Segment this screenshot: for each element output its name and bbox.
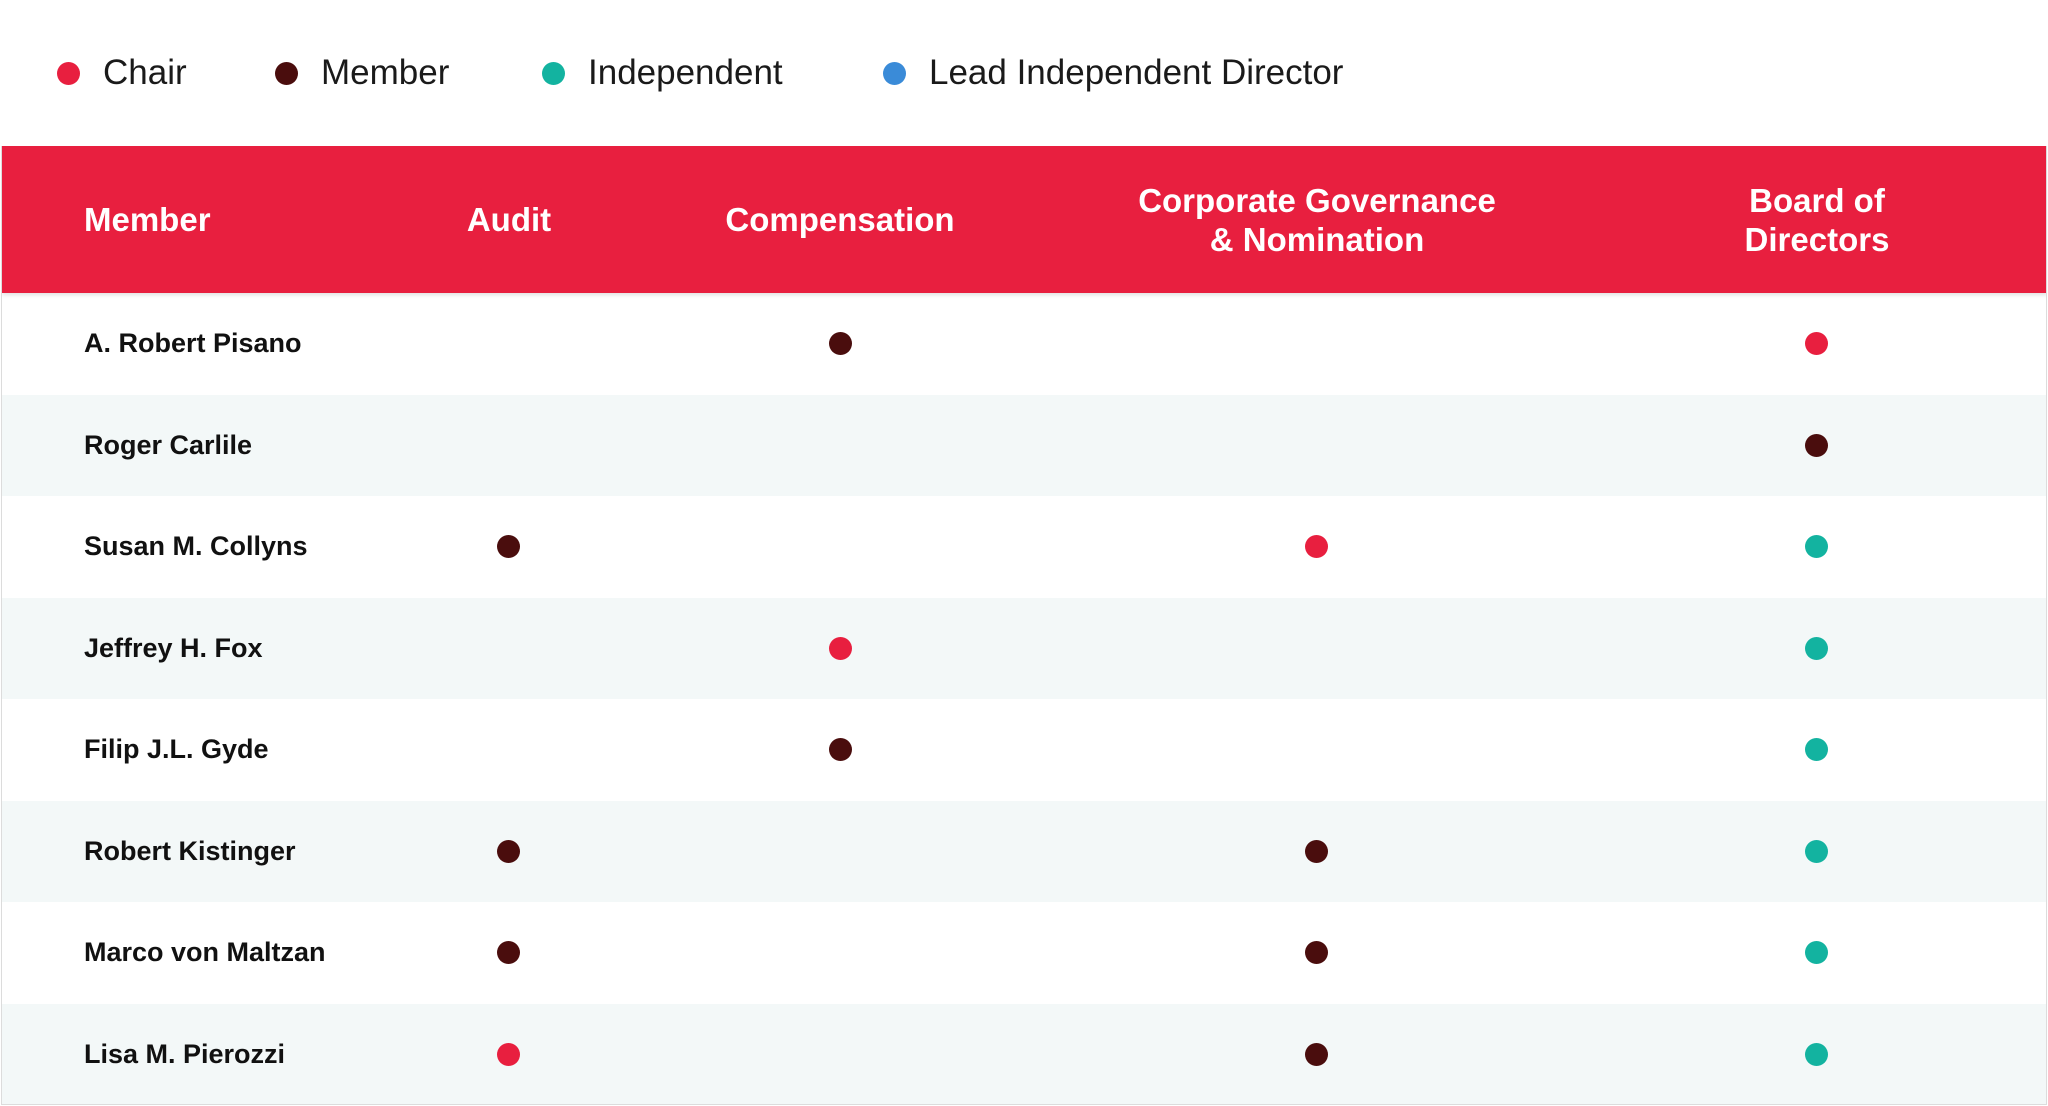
header-corporate-governance: Corporate Governance & Nomination bbox=[1138, 146, 1496, 293]
table-row: Marco von Maltzan bbox=[2, 902, 2046, 1004]
committee-membership-table: Member Audit Compensation Corporate Gove… bbox=[1, 146, 2047, 1105]
member-dot-icon bbox=[1304, 941, 1328, 965]
chair-dot-icon bbox=[496, 1042, 520, 1066]
member-name: Lisa M. Pierozzi bbox=[84, 1038, 286, 1069]
legend-label-member: Member bbox=[321, 53, 450, 92]
independent-dot-icon bbox=[1804, 941, 1828, 965]
member-dot-icon bbox=[1304, 1042, 1328, 1066]
member-name: Jeffrey H. Fox bbox=[84, 632, 263, 663]
header-audit: Audit bbox=[467, 146, 551, 293]
member-dot-icon bbox=[1804, 433, 1828, 457]
member-dot-icon bbox=[1304, 839, 1328, 863]
header-board-label: Board of Directors bbox=[1744, 181, 1890, 258]
member-dot-icon bbox=[496, 839, 520, 863]
header-board-of-directors: Board of Directors bbox=[1702, 146, 1933, 293]
member-dot-icon bbox=[496, 941, 520, 965]
member-name: Robert Kistinger bbox=[84, 835, 296, 866]
header-audit-label: Audit bbox=[466, 201, 552, 238]
lead-independent-director-dot-icon bbox=[883, 61, 906, 85]
independent-dot-icon bbox=[542, 61, 565, 85]
legend-item-lead-independent-director: Lead Independent Director bbox=[883, 50, 1343, 96]
header-governance-line1: Corporate Governance bbox=[1138, 181, 1496, 219]
member-name: Marco von Maltzan bbox=[84, 937, 326, 968]
member-dot-icon bbox=[496, 535, 520, 559]
independent-dot-icon bbox=[1804, 535, 1828, 559]
legend-item-chair: Chair bbox=[57, 50, 187, 96]
header-member-label: Member bbox=[84, 201, 211, 238]
legend-label-independent: Independent bbox=[588, 53, 783, 92]
table-row: Filip J.L. Gyde bbox=[2, 699, 2046, 801]
independent-dot-icon bbox=[1804, 1042, 1828, 1066]
header-member: Member bbox=[84, 146, 211, 293]
member-name: Roger Carlile bbox=[84, 429, 253, 460]
legend-item-member: Member bbox=[275, 50, 449, 96]
independent-dot-icon bbox=[1804, 636, 1828, 660]
member-name: A. Robert Pisano bbox=[84, 328, 302, 359]
independent-dot-icon bbox=[1804, 839, 1828, 863]
table-row: Susan M. Collyns bbox=[2, 496, 2046, 598]
member-name: Susan M. Collyns bbox=[84, 531, 308, 562]
member-dot-icon bbox=[828, 332, 852, 356]
table-row: Roger Carlile bbox=[2, 394, 2046, 496]
table-header: Member Audit Compensation Corporate Gove… bbox=[2, 146, 2046, 293]
member-dot-icon bbox=[828, 738, 852, 762]
chair-dot-icon bbox=[1304, 535, 1328, 559]
legend: Chair Member Independent Lead Independen… bbox=[0, 0, 2048, 146]
table-row: Jeffrey H. Fox bbox=[2, 597, 2046, 699]
table-row: A. Robert Pisano bbox=[2, 293, 2046, 395]
legend-label-chair: Chair bbox=[103, 53, 187, 92]
header-compensation: Compensation bbox=[725, 146, 954, 293]
chair-dot-icon bbox=[57, 61, 80, 85]
header-compensation-label: Compensation bbox=[725, 201, 955, 238]
table-body: A. Robert Pisano Roger Carlile Susan M. Co… bbox=[2, 293, 2046, 1104]
legend-label-lead-independent-director: Lead Independent Director bbox=[929, 53, 1344, 92]
chair-dot-icon bbox=[828, 636, 852, 660]
legend-item-independent: Independent bbox=[542, 50, 783, 96]
header-governance-line2: & Nomination bbox=[1209, 220, 1425, 258]
member-dot-icon bbox=[275, 61, 298, 85]
member-name: Filip J.L. Gyde bbox=[84, 734, 269, 765]
table-row: Robert Kistinger bbox=[2, 800, 2046, 902]
table-row: Lisa M. Pierozzi bbox=[2, 1003, 2046, 1104]
chair-dot-icon bbox=[1804, 332, 1828, 356]
independent-dot-icon bbox=[1804, 738, 1828, 762]
